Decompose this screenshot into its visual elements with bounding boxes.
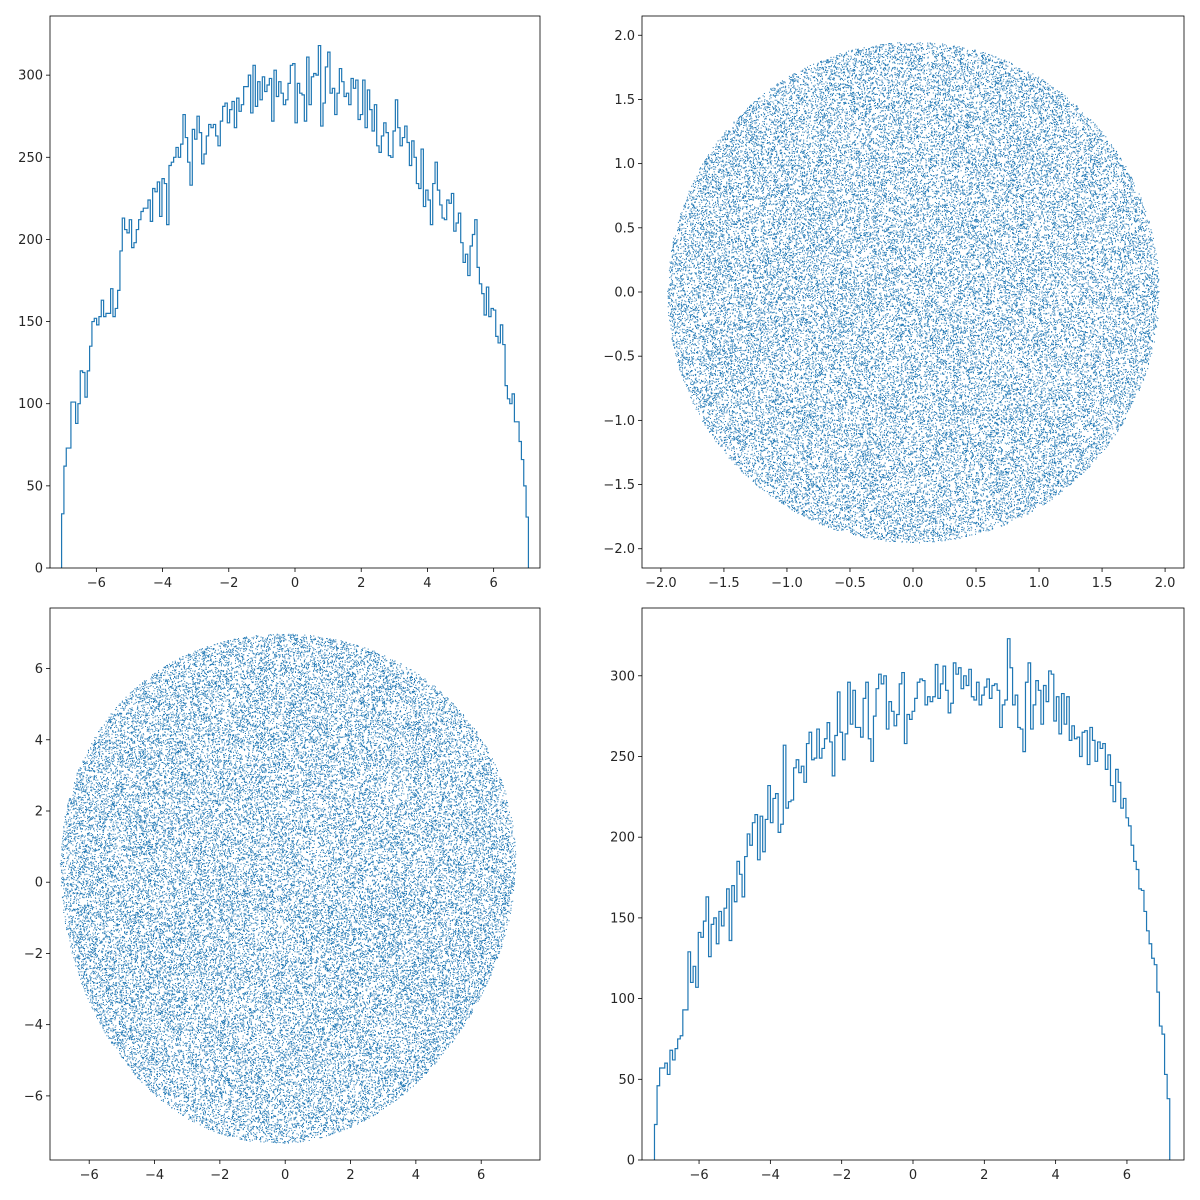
y-tick-label: 0 [35, 876, 43, 891]
y-tick-label: 300 [610, 669, 635, 684]
x-tick-label: 6 [490, 576, 498, 591]
x-tick-label: −2 [210, 1168, 229, 1183]
y-tick-label: 150 [18, 315, 43, 330]
x-tick-label: −6 [87, 576, 106, 591]
y-tick-label: 250 [610, 750, 635, 765]
x-tick-label: 4 [1051, 1168, 1059, 1183]
x-tick-label: 2 [357, 576, 365, 591]
x-tick-label: 2.0 [1155, 576, 1176, 591]
x-tick-label: 0.5 [966, 576, 987, 591]
y-tick-label: 300 [18, 69, 43, 84]
plot-area [60, 44, 530, 568]
y-tick-label: 1.5 [614, 93, 635, 108]
y-tick-label: 250 [18, 151, 43, 166]
y-tick-label: −4 [24, 1018, 43, 1033]
histogram-step-line [653, 638, 1171, 1160]
y-tick-label: 0.5 [614, 221, 635, 236]
x-tick-label: 4 [412, 1168, 420, 1183]
x-tick-label: −4 [761, 1168, 780, 1183]
y-tick-label: −1.5 [603, 478, 635, 493]
x-tick-label: −6 [689, 1168, 708, 1183]
y-tick-label: 2.0 [614, 29, 635, 44]
subplot-top-right-scatter: −2.0 −1.5 −1.0 −0.5 0.0 0.5 1.0 1.5 2.0 −2.0 −1.5 −… [603, 15, 1185, 591]
x-tick-label: −4 [145, 1168, 164, 1183]
x-tick-label: 6 [1123, 1168, 1131, 1183]
y-tick-label: −2.0 [603, 542, 635, 557]
x-tick-label: −2 [832, 1168, 851, 1183]
y-tick-label: 1.0 [614, 157, 635, 172]
y-tick-label: 0 [627, 1154, 635, 1169]
y-tick-label: 100 [610, 992, 635, 1007]
plot-area [667, 42, 1160, 544]
plot-area [653, 638, 1171, 1160]
axes-frame [49, 607, 541, 1161]
y-tick-label: −2 [24, 947, 43, 962]
x-tick-label: 4 [423, 576, 431, 591]
x-tick-label: 1.5 [1092, 576, 1113, 591]
x-tick-label: 0.0 [903, 576, 924, 591]
y-tick-label: 4 [35, 733, 43, 748]
scatter-points [59, 633, 517, 1144]
x-tick-label: 0 [291, 576, 299, 591]
subplot-top-left-histogram: −6 −4 −2 0 2 4 6 0 50 100 150 200 250 300 [18, 15, 541, 591]
y-tick-label: 150 [610, 911, 635, 926]
x-tick-label: −2.0 [645, 576, 677, 591]
x-tick-label: −0.5 [834, 576, 866, 591]
y-tick-label: 0 [35, 562, 43, 577]
x-tick-label: −1.5 [708, 576, 740, 591]
x-tick-label: −2 [219, 576, 238, 591]
x-tick-label: 2 [346, 1168, 354, 1183]
x-tick-label: −1.0 [771, 576, 803, 591]
y-tick-label: 200 [610, 831, 635, 846]
y-tick-label: 100 [18, 397, 43, 412]
y-tick-label: −1.0 [603, 414, 635, 429]
y-tick-label: 200 [18, 233, 43, 248]
x-tick-label: 0 [281, 1168, 289, 1183]
y-tick-label: −6 [24, 1089, 43, 1104]
y-tick-label: −0.5 [603, 350, 635, 365]
y-tick-label: 50 [618, 1073, 635, 1088]
axes-frame [641, 607, 1185, 1161]
x-tick-label: 1.0 [1029, 576, 1050, 591]
x-tick-label: −4 [153, 576, 172, 591]
scatter-points [667, 42, 1160, 544]
plot-area [59, 633, 517, 1144]
subplot-bottom-left-scatter: −6 −4 −2 0 2 4 6 −6 −4 −2 0 2 4 6 [24, 607, 541, 1183]
x-tick-label: −6 [80, 1168, 99, 1183]
y-tick-label: 6 [35, 662, 43, 677]
x-tick-label: 2 [980, 1168, 988, 1183]
y-tick-label: 50 [26, 479, 43, 494]
subplot-bottom-right-histogram: −6 −4 −2 0 2 4 6 0 50 100 150 200 250 300 [610, 607, 1185, 1183]
y-tick-label: 0.0 [614, 286, 635, 301]
y-tick-label: 2 [35, 804, 43, 819]
histogram-step-line [60, 44, 530, 568]
x-tick-label: 0 [909, 1168, 917, 1183]
x-tick-label: 6 [477, 1168, 485, 1183]
